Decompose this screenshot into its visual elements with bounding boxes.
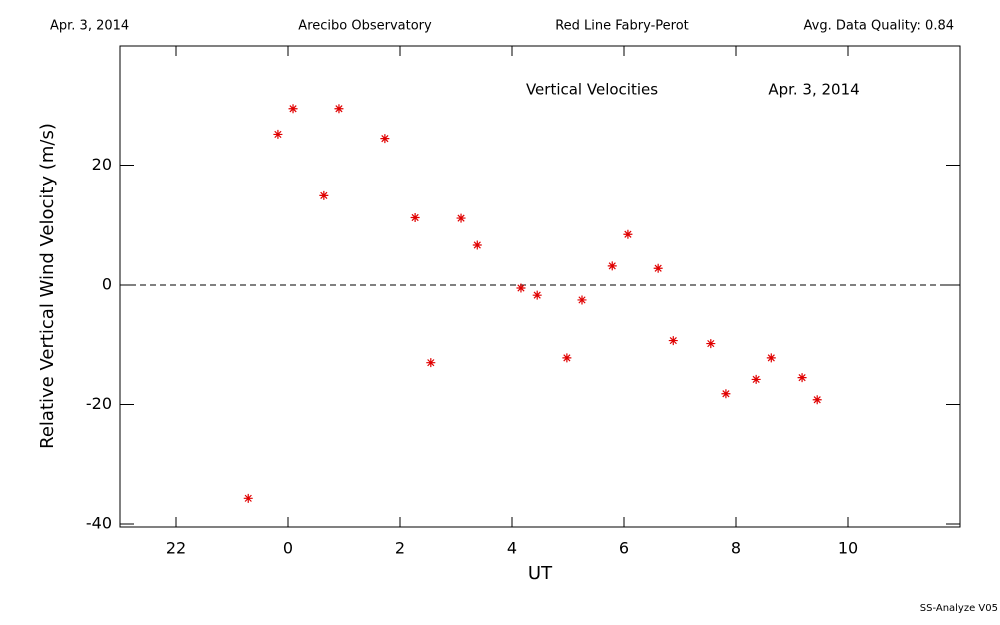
marker — [797, 373, 807, 383]
marker — [456, 213, 466, 223]
annotation: Vertical Velocities — [526, 81, 658, 99]
marker — [653, 263, 663, 273]
y-tick-label: -40 — [86, 514, 112, 533]
x-tick-label: 0 — [283, 539, 293, 558]
marker — [426, 358, 436, 368]
marker — [607, 261, 617, 271]
marker — [812, 395, 822, 405]
x-tick-label: 4 — [507, 539, 517, 558]
header-instrument: Red Line Fabry-Perot — [555, 19, 689, 34]
x-tick-label: 8 — [731, 539, 741, 558]
marker — [706, 339, 716, 349]
marker — [623, 229, 633, 239]
plot-frame — [119, 45, 961, 528]
footer: SS-Analyze V05 — [920, 603, 998, 614]
marker — [472, 240, 482, 250]
marker — [380, 134, 390, 144]
x-tick-label: 22 — [166, 539, 186, 558]
marker — [751, 374, 761, 384]
marker — [273, 129, 283, 139]
annotation: Apr. 3, 2014 — [768, 81, 859, 99]
marker — [516, 283, 526, 293]
x-tick-label: 10 — [838, 539, 858, 558]
marker — [532, 290, 542, 300]
marker — [668, 336, 678, 346]
marker — [577, 295, 587, 305]
x-tick-label: 2 — [395, 539, 405, 558]
header-site: Arecibo Observatory — [298, 19, 432, 34]
header-date: Apr. 3, 2014 — [50, 19, 129, 34]
marker — [243, 493, 253, 503]
marker — [319, 190, 329, 200]
marker — [562, 353, 572, 363]
y-axis-label: Relative Vertical Wind Velocity (m/s) — [37, 123, 58, 449]
marker — [410, 212, 420, 222]
header-quality: Avg. Data Quality: 0.84 — [804, 19, 954, 34]
marker — [288, 104, 298, 114]
y-tick-label: -20 — [86, 394, 112, 413]
marker — [721, 389, 731, 399]
y-tick-label: 0 — [102, 275, 112, 294]
y-tick-label: 20 — [92, 155, 112, 174]
x-axis-label: UT — [528, 563, 553, 584]
marker — [334, 104, 344, 114]
x-tick-label: 6 — [619, 539, 629, 558]
marker — [766, 353, 776, 363]
